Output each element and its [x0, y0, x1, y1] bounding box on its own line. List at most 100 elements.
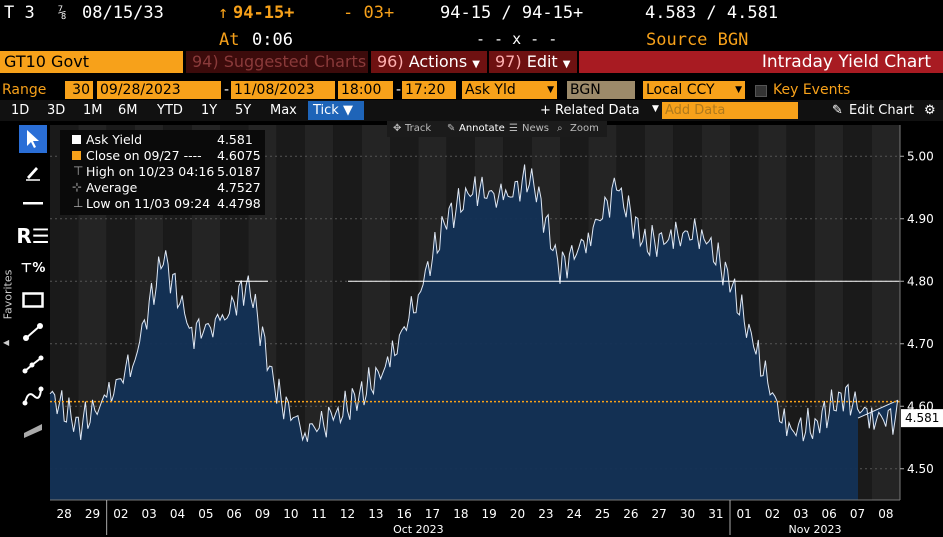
pointer-tool[interactable]: [19, 125, 47, 153]
x-tick-label: 24: [567, 507, 582, 521]
legend-label: Ask Yield: [86, 132, 143, 147]
key-events-label: Key Events: [773, 82, 851, 98]
yield-area: [50, 164, 898, 500]
bid-ask-price: 94-15 / 94-15+: [440, 3, 584, 23]
x-tick-label: 13: [368, 507, 383, 521]
x-tick-label: 25: [595, 507, 610, 521]
rectangle-icon: [22, 292, 44, 308]
x-tick-label: 04: [170, 507, 185, 521]
add-data-input[interactable]: [662, 102, 798, 119]
day-band: [871, 125, 900, 500]
high-marker-icon: ⊤: [73, 164, 84, 178]
x-tick-label: 07: [850, 507, 865, 521]
price: 94-15+: [233, 3, 295, 23]
chevron-down-icon: ▼: [735, 85, 742, 95]
period-6m-button[interactable]: 6M: [118, 103, 138, 118]
retracement-tool[interactable]: R☰: [16, 222, 49, 250]
end-time-input[interactable]: 17:20: [402, 81, 456, 99]
y-tick-label: 4.70: [907, 337, 934, 351]
channel-tool[interactable]: [19, 414, 47, 442]
chart-legend: Ask Yield 4.581 Close on 09/27 ---- 4.60…: [60, 130, 265, 215]
related-data-button[interactable]: + Related Data: [540, 103, 640, 118]
end-date-input[interactable]: 11/08/2023: [231, 81, 335, 99]
period-5y-button[interactable]: 5Y: [235, 103, 252, 118]
horizontal-line-tool[interactable]: [19, 189, 47, 217]
edit-label: Edit: [526, 52, 558, 71]
x-tick-label: 12: [340, 507, 355, 521]
period-ytd-button[interactable]: YTD: [157, 103, 183, 118]
y-tick-label: 5.00: [907, 149, 934, 163]
x-tick-label: 09: [255, 507, 270, 521]
chart-function-title: Intraday Yield Chart: [579, 51, 943, 73]
coupon-fraction: ⅞: [58, 5, 67, 21]
horizontal-line-icon: [23, 202, 43, 205]
rectangle-tool[interactable]: [19, 286, 47, 314]
y-tick-label: 4.50: [907, 462, 934, 476]
x-tick-label: 11: [312, 507, 327, 521]
last-value-box: [901, 409, 943, 428]
legend-label: Low on 11/03 09:24: [86, 196, 211, 211]
x-tick-label: 30: [680, 507, 695, 521]
last-time: 0:06: [252, 30, 293, 50]
date-dash: -: [224, 82, 230, 98]
x-tick-label: 17: [425, 507, 440, 521]
annotate-button[interactable]: Annotate: [459, 123, 505, 134]
trendline-tool[interactable]: [19, 318, 47, 346]
period-1m-button[interactable]: 1M: [83, 103, 103, 118]
trendline-icon: [23, 323, 43, 341]
security-field[interactable]: GT10 Govt: [0, 51, 183, 73]
x-tick-label: 03: [142, 507, 157, 521]
period-3d-button[interactable]: 3D: [47, 103, 66, 118]
track-button[interactable]: Track: [405, 123, 432, 134]
month-label: Oct 2023: [393, 523, 444, 536]
period-1d-button[interactable]: 1D: [11, 103, 30, 118]
x-tick-label: 06: [227, 507, 242, 521]
legend-value: 4.4798: [217, 196, 261, 211]
x-tick-label: 16: [397, 507, 412, 521]
curve-tool[interactable]: [19, 382, 47, 410]
pen-tool[interactable]: [19, 158, 47, 186]
edit-chart-button[interactable]: Edit Chart: [849, 103, 915, 118]
add-data-placeholder: Add Data: [665, 103, 726, 118]
curve-icon: [22, 386, 44, 406]
x-tick-label: 01: [737, 507, 752, 521]
close-swatch: [72, 151, 81, 160]
actions-label: Actions: [408, 52, 468, 71]
suggested-charts-button[interactable]: 94) Suggested Charts: [186, 51, 368, 73]
last-value-label: 4.581: [905, 411, 939, 425]
zoom-button[interactable]: Zoom: [570, 123, 599, 134]
price-arrow-icon: ↑: [218, 3, 229, 23]
source-label: Source BGN: [646, 30, 749, 50]
legend-value: 4.7527: [217, 180, 261, 195]
maturity-date: 08/15/33: [82, 3, 164, 23]
period-1y-button[interactable]: 1Y: [201, 103, 218, 118]
x-tick-label: 28: [57, 507, 72, 521]
gear-icon[interactable]: ⚙: [924, 103, 936, 118]
currency-select[interactable]: Local CCY ▼: [643, 81, 745, 99]
x-tick-label: 26: [623, 507, 638, 521]
month-label: Nov 2023: [789, 523, 842, 536]
interval-input[interactable]: 30: [65, 81, 93, 99]
edit-button[interactable]: 97) Edit ▼: [489, 51, 577, 73]
source-input[interactable]: BGN: [567, 81, 635, 99]
favorites-tab[interactable]: Favorites ◀: [1, 250, 15, 347]
chevron-down-icon: ▼: [547, 85, 554, 95]
x-tick-label: 03: [793, 507, 808, 521]
tick-button[interactable]: Tick ▼: [308, 101, 364, 120]
percent-tool[interactable]: ⊤%: [19, 254, 47, 282]
field-select[interactable]: Ask Yld ▼: [462, 81, 557, 99]
period-max-button[interactable]: Max: [270, 103, 297, 118]
x-tick-label: 06: [822, 507, 837, 521]
key-events-checkbox[interactable]: [755, 85, 767, 97]
start-date-input[interactable]: 09/28/2023: [97, 81, 221, 99]
actions-button[interactable]: 96) Actions ▼: [371, 51, 487, 73]
period-toolbar: 1D 3D 1M 6M YTD 1Y 5Y Max Tick ▼ + Relat…: [0, 100, 943, 121]
x-tick-label: 10: [283, 507, 298, 521]
x-tick-label: 27: [652, 507, 667, 521]
multi-point-tool[interactable]: [19, 350, 47, 378]
start-time-input[interactable]: 18:00: [338, 81, 393, 99]
edit-num: 97): [495, 52, 522, 71]
news-button[interactable]: News: [522, 123, 550, 134]
annotate-icon: ✎: [447, 123, 456, 134]
percent-ruler-icon: ⊤%: [20, 260, 46, 276]
